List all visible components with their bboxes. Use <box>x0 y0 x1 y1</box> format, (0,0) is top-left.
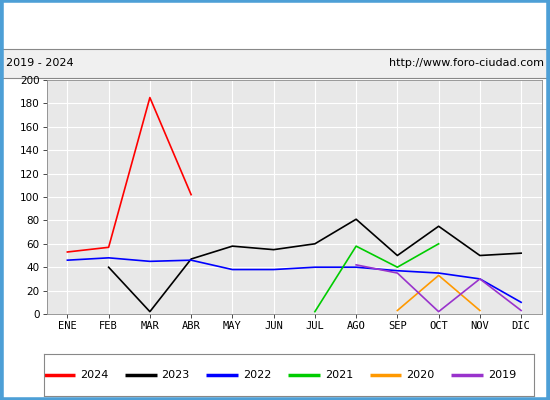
Text: 2024: 2024 <box>80 370 108 380</box>
Text: 2021: 2021 <box>324 370 353 380</box>
Text: Evolucion Nº Turistas Extranjeros en el municipio de Rioja: Evolucion Nº Turistas Extranjeros en el … <box>27 17 523 32</box>
Text: 2023: 2023 <box>162 370 190 380</box>
Text: http://www.foro-ciudad.com: http://www.foro-ciudad.com <box>389 58 544 68</box>
Text: 2019 - 2024: 2019 - 2024 <box>6 58 73 68</box>
Text: 2019: 2019 <box>488 370 516 380</box>
Text: 2020: 2020 <box>406 370 434 380</box>
Text: 2022: 2022 <box>243 370 272 380</box>
